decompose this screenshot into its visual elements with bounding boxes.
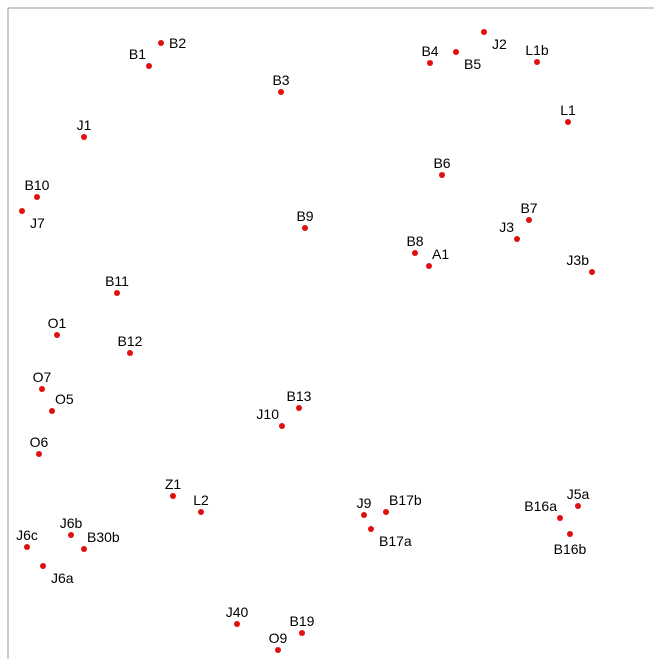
point-label-b30b: B30b — [87, 529, 120, 545]
point-label-j6b: J6b — [60, 515, 83, 531]
point-label-b10: B10 — [25, 177, 50, 193]
point-label-o5: O5 — [55, 391, 74, 407]
point-j6a — [40, 563, 46, 569]
point-label-j9: J9 — [357, 495, 372, 511]
point-label-j5a: J5a — [567, 486, 590, 502]
point-l1b — [534, 59, 540, 65]
point-label-l1: L1 — [560, 102, 576, 118]
point-label-j40: J40 — [226, 604, 249, 620]
point-j6b — [68, 532, 74, 538]
point-b17a — [368, 526, 374, 532]
point-b16a — [557, 515, 563, 521]
point-b10 — [34, 194, 40, 200]
point-b4 — [427, 60, 433, 66]
point-b7 — [526, 217, 532, 223]
point-o5 — [49, 408, 55, 414]
point-label-b1: B1 — [129, 46, 146, 62]
point-label-o7: O7 — [33, 369, 52, 385]
point-b17b — [383, 509, 389, 515]
point-label-l2: L2 — [193, 492, 209, 508]
point-o9 — [275, 647, 281, 653]
point-b16b — [567, 531, 573, 537]
point-b3 — [278, 89, 284, 95]
point-j10 — [279, 423, 285, 429]
point-j6c — [24, 544, 30, 550]
point-label-b17a: B17a — [379, 533, 412, 549]
point-label-a1: A1 — [432, 246, 449, 262]
point-label-j2: J2 — [492, 36, 507, 52]
point-label-b3: B3 — [272, 72, 289, 88]
point-l2 — [198, 509, 204, 515]
point-label-j10: J10 — [256, 406, 279, 422]
point-l1 — [565, 119, 571, 125]
point-b5 — [453, 49, 459, 55]
point-j3 — [514, 236, 520, 242]
point-b11 — [114, 290, 120, 296]
point-j5a — [575, 503, 581, 509]
point-label-l1b: L1b — [525, 42, 549, 58]
point-o6 — [36, 451, 42, 457]
point-j7 — [19, 208, 25, 214]
point-label-b11: B11 — [105, 273, 129, 289]
point-j1 — [81, 134, 87, 140]
point-label-b16a: B16a — [524, 498, 557, 514]
point-label-b13: B13 — [287, 388, 312, 404]
point-label-j1: J1 — [77, 117, 92, 133]
point-b6 — [439, 172, 445, 178]
point-a1 — [426, 263, 432, 269]
point-label-b8: B8 — [406, 233, 423, 249]
point-label-j3b: J3b — [566, 252, 589, 268]
point-label-j3: J3 — [499, 219, 514, 235]
point-b2 — [158, 40, 164, 46]
point-b19 — [299, 630, 305, 636]
point-b12 — [127, 350, 133, 356]
point-label-z1: Z1 — [165, 476, 182, 492]
point-label-b5: B5 — [464, 56, 481, 72]
point-label-b4: B4 — [421, 43, 438, 59]
point-label-j6c: J6c — [16, 527, 38, 543]
point-b30b — [81, 546, 87, 552]
point-label-b7: B7 — [520, 200, 537, 216]
point-label-b16b: B16b — [554, 541, 587, 557]
point-j40 — [234, 621, 240, 627]
point-layer: B1 B2 B3 B4 B5 J2 L1b L1 J1 B6 B10 J7 B9 B7 J3 B8 A1 J3b B… — [16, 29, 595, 653]
point-b9 — [302, 225, 308, 231]
point-label-b19: B19 — [290, 613, 315, 629]
point-label-o6: O6 — [30, 434, 49, 450]
point-label-o1: O1 — [48, 315, 67, 331]
point-label-b12: B12 — [118, 333, 143, 349]
point-b1 — [146, 63, 152, 69]
point-label-j7: J7 — [30, 215, 45, 231]
point-b13 — [296, 405, 302, 411]
point-j3b — [589, 269, 595, 275]
point-j2 — [481, 29, 487, 35]
point-o7 — [39, 386, 45, 392]
point-j9 — [361, 512, 367, 518]
point-z1 — [170, 493, 176, 499]
point-label-j6a: J6a — [51, 570, 74, 586]
point-o1 — [54, 332, 60, 338]
point-b8 — [412, 250, 418, 256]
point-label-b17b: B17b — [389, 492, 422, 508]
point-label-b2: B2 — [169, 35, 186, 51]
point-label-b9: B9 — [296, 208, 313, 224]
point-label-o9: O9 — [269, 630, 288, 646]
point-label-b6: B6 — [433, 155, 450, 171]
